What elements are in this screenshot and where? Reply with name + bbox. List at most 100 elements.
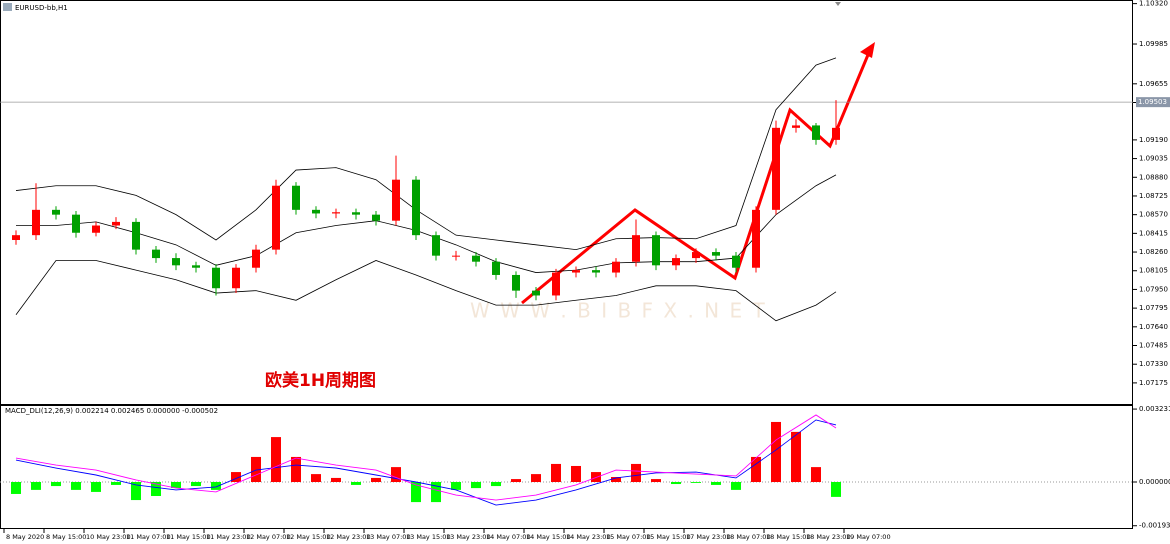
x-tick-label: 13 May 23:00 (446, 533, 491, 541)
macd-bar (111, 481, 121, 485)
candle-body (692, 252, 700, 259)
candle-body (432, 235, 440, 256)
candle-body (52, 209, 60, 215)
y-tick-label: 1.08415 (1139, 229, 1168, 237)
scroll-marker (835, 2, 841, 6)
candle-body (452, 255, 460, 257)
y-tick-label: 1.07795 (1139, 304, 1168, 312)
candle-body (612, 261, 620, 273)
macd-pane (0, 405, 1133, 529)
y-tick-label: 1.07175 (1139, 379, 1168, 387)
macd-bar (51, 481, 61, 487)
macd-bar (191, 481, 201, 487)
macd-bar (451, 481, 461, 490)
x-tick-label: 12 May 23:00 (326, 533, 371, 541)
candle-body (212, 267, 220, 289)
candle-body (92, 225, 100, 233)
candle-body (832, 127, 840, 140)
candle-body (352, 212, 360, 215)
macd-bar (731, 481, 741, 490)
macd-bar (11, 481, 21, 494)
macd-bar (651, 479, 661, 482)
macd-bar (511, 479, 521, 482)
candle-body (252, 249, 260, 268)
y-tick-label: 1.08880 (1139, 173, 1168, 181)
macd-bar (491, 481, 501, 487)
x-tick-label: 11 May 23:00 (206, 533, 251, 541)
x-tick-label: 11 May 07:00 (126, 533, 171, 541)
candle-body (312, 209, 320, 214)
watermark: W W W . B I B F X . N E T (470, 299, 767, 323)
y-tick-label: 1.07950 (1139, 285, 1168, 293)
macd-bar (151, 481, 161, 496)
macd-bar (31, 481, 41, 490)
macd-bar (551, 463, 561, 482)
macd-bar (811, 467, 821, 482)
x-tick-label: 15 May 15:00 (646, 533, 691, 541)
y-tick-label: 1.10320 (1139, 0, 1168, 8)
y-tick-label: 1.08725 (1139, 192, 1168, 200)
macd-bar (611, 477, 621, 482)
candle-body (412, 179, 420, 236)
candle-body (152, 249, 160, 259)
candle-body (12, 235, 20, 240)
macd-bar (71, 481, 81, 490)
x-tick-label: 11 May 15:00 (166, 533, 211, 541)
y-tick-label: 1.07485 (1139, 342, 1168, 350)
macd-bar (391, 467, 401, 482)
candle-body (812, 125, 820, 140)
macd-bar (711, 481, 721, 485)
candle-body (672, 258, 680, 266)
candle-body (172, 258, 180, 266)
bollinger-lower (15, 260, 837, 322)
macd-bar (631, 463, 641, 482)
symbol-icon (3, 3, 12, 11)
macd-bar (131, 481, 141, 501)
macd-bar (291, 456, 301, 482)
x-tick-label: 14 May 15:00 (526, 533, 571, 541)
x-tick-label: 13 May 07:00 (366, 533, 411, 541)
macd-signal-line (15, 414, 837, 501)
candle-body (752, 209, 760, 268)
macd-bar (531, 474, 541, 482)
x-tick-label: 18 May 07:00 (726, 533, 771, 541)
macd-bar (351, 481, 361, 485)
candle-body (32, 209, 40, 236)
macd-bar (211, 481, 221, 490)
x-tick-label: 15 May 07:00 (606, 533, 651, 541)
macd-bar (91, 481, 101, 492)
x-tick-label: 18 May 15:00 (766, 533, 811, 541)
y-tick-label: 1.09190 (1139, 136, 1168, 144)
macd-bar (311, 474, 321, 482)
candle-body (592, 270, 600, 273)
y-tick-label: 1.08105 (1139, 267, 1168, 275)
candle-body (472, 255, 480, 262)
current-price-box (1136, 97, 1170, 108)
candle-body (632, 235, 640, 262)
y-tick-label: 1.09985 (1139, 40, 1168, 48)
candle-body (792, 125, 800, 128)
current-price-label: 1.09503 (1138, 98, 1167, 106)
y-tick-label: 1.08570 (1139, 211, 1168, 219)
candle-body (332, 212, 340, 214)
y-tick-label: 1.09035 (1139, 155, 1168, 163)
candle-body (552, 272, 560, 296)
candle-body (572, 270, 580, 273)
price-pane (0, 0, 1133, 405)
macd-bar (331, 477, 341, 482)
x-tick-label: 13 May 15:00 (406, 533, 451, 541)
macd-bar (271, 437, 281, 482)
macd-bar (471, 481, 481, 489)
macd-bar (751, 456, 761, 482)
y-tick-label: 1.09655 (1139, 80, 1168, 88)
macd-title: MACD_DLI(12,26,9) 0.002214 0.002465 0.00… (5, 407, 218, 415)
arrow-head (860, 42, 875, 58)
candle-body (732, 255, 740, 268)
y-tick-label: 1.08260 (1139, 248, 1168, 256)
x-tick-label: 14 May 23:00 (566, 533, 611, 541)
y-tick-label: 0.003231 (1139, 405, 1170, 413)
macd-bar (791, 431, 801, 482)
x-tick-label: 18 May 23:00 (806, 533, 851, 541)
